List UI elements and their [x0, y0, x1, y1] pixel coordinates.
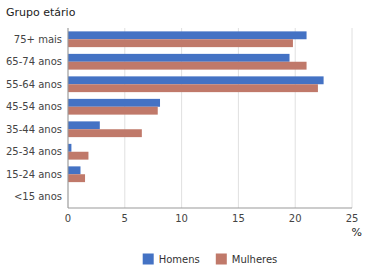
x-tick-label: 15 [232, 213, 245, 224]
y-tick-label: <15 anos [14, 191, 62, 202]
bar [68, 174, 85, 182]
y-tick-label: 45-54 anos [6, 101, 62, 112]
y-tick-label: 35-44 anos [6, 124, 62, 135]
bar [68, 99, 160, 107]
y-tick-label: 75+ mais [14, 34, 62, 45]
y-axis-label: Grupo etário [6, 6, 76, 19]
grid-line [295, 28, 296, 208]
bar [68, 39, 293, 47]
grid-line [68, 28, 69, 208]
y-axis-line [68, 28, 69, 208]
bar [68, 62, 307, 70]
y-tick-label: 65-74 anos [6, 56, 62, 67]
x-axis-line [68, 208, 352, 209]
legend-item: Mulheres [216, 254, 278, 266]
y-tick-label: 55-64 anos [6, 79, 62, 90]
bar [68, 84, 318, 92]
grid [68, 28, 352, 208]
y-tick-label: 15-24 anos [6, 169, 62, 180]
bar [68, 144, 71, 152]
y-tick-label: 25-34 anos [6, 146, 62, 157]
bar [68, 166, 80, 174]
bar [68, 54, 290, 62]
grid-line [352, 28, 353, 208]
chart: 0 5 10 15 20 25 <15 anos 15-24 anos 25-34 anos 35… [0, 0, 368, 273]
x-tick-label: 5 [122, 213, 128, 224]
bars [68, 31, 324, 182]
legend-label: Homens [159, 254, 200, 265]
x-axis-label: % [352, 226, 362, 239]
bar [68, 121, 100, 129]
legend-label: Mulheres [232, 254, 278, 265]
legend-swatch [216, 254, 227, 265]
bar [68, 31, 307, 39]
bar [68, 76, 324, 84]
bar [68, 129, 142, 137]
bar [68, 152, 88, 160]
legend-item: Homens [143, 254, 200, 266]
x-tick-label: 10 [175, 213, 188, 224]
x-tick-label: 0 [65, 213, 71, 224]
legend-swatch [143, 254, 154, 265]
legend: Homens Mulheres [143, 254, 278, 266]
x-tick-label: 25 [346, 213, 359, 224]
bar [68, 107, 158, 115]
x-tick-label: 20 [289, 213, 302, 224]
